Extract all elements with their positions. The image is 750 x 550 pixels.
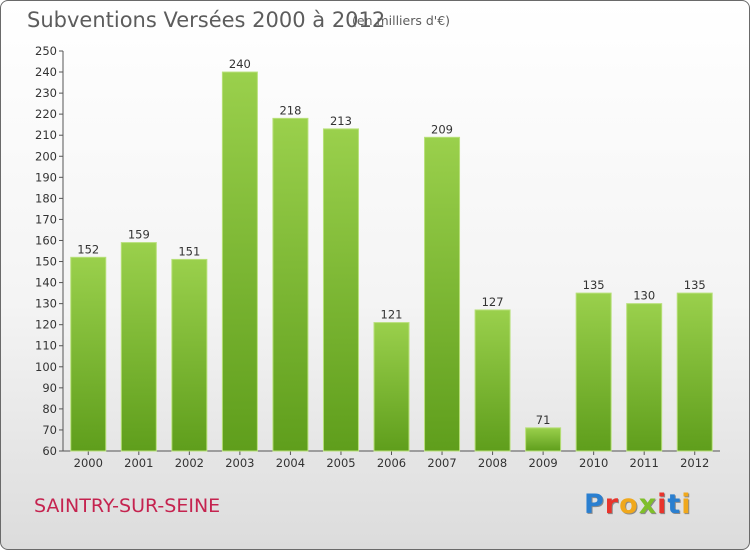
bar-value-label: 127 [482, 295, 504, 309]
bar [474, 309, 511, 452]
bar-value-label: 218 [279, 103, 301, 117]
bar-value-label: 159 [128, 228, 150, 242]
x-tick-label: 2000 [74, 456, 103, 470]
commune-name: SAINTRY-SUR-SEINE [34, 495, 221, 517]
proxiti-logo: Proxiti [584, 489, 692, 520]
bar [120, 242, 157, 452]
x-tick-label: 2002 [175, 456, 204, 470]
y-tick-label: 180 [35, 191, 57, 205]
bar [575, 292, 612, 452]
y-tick-label: 140 [35, 276, 57, 290]
bar [221, 71, 258, 452]
bar-value-label: 152 [77, 242, 99, 256]
bar [525, 427, 562, 452]
bar-value-label: 121 [381, 308, 403, 322]
bar [322, 128, 359, 452]
bar-value-label: 135 [583, 278, 605, 292]
chart-axes: 60 70 80 90 100 110 120 130 140 150 160 170 180 190 20… [35, 44, 720, 458]
logo-letter: P [584, 489, 605, 520]
y-tick-label: 240 [35, 65, 57, 79]
bar-value-label: 151 [178, 244, 200, 258]
y-tick-label: 90 [42, 381, 57, 395]
bar-value-label: 130 [633, 289, 655, 303]
x-tick-label: 2001 [124, 456, 153, 470]
y-tick-label: 70 [42, 423, 57, 437]
x-tick-label: 2008 [478, 456, 507, 470]
bar [70, 256, 107, 452]
y-tick-label: 160 [35, 233, 57, 247]
bar [373, 322, 410, 452]
y-tick-label: 110 [35, 339, 57, 353]
x-tick-label: 2004 [276, 456, 305, 470]
logo-letter: r [604, 489, 620, 520]
x-tick-label: 2003 [225, 456, 254, 470]
logo-letter: i [681, 489, 692, 520]
bar-value-label: 240 [229, 57, 251, 71]
x-tick-label: 2007 [427, 456, 456, 470]
x-tick-label: 2006 [377, 456, 406, 470]
bar [424, 136, 461, 452]
logo-letter: x [638, 489, 658, 520]
logo-letter: i [657, 489, 668, 520]
bar-value-label: 71 [536, 413, 551, 427]
chart-labels: 152 2000 159 2001 151 2002 240 2003 218 2004 213 20… [74, 57, 710, 470]
bar-value-label: 135 [684, 278, 706, 292]
logo-letter: t [667, 489, 682, 520]
bar [171, 258, 208, 452]
chart-bars [70, 71, 713, 452]
y-tick-label: 200 [35, 149, 57, 163]
y-tick-label: 230 [35, 86, 57, 100]
y-tick-label: 190 [35, 170, 57, 184]
y-tick-label: 210 [35, 128, 57, 142]
chart-subtitle: (en milliers d'€) [352, 13, 451, 28]
bar-value-label: 209 [431, 122, 453, 136]
y-tick-label: 130 [35, 297, 57, 311]
y-tick-label: 250 [35, 44, 57, 58]
bar [272, 117, 309, 452]
chart-title: Subventions Versées 2000 à 2012 [27, 8, 386, 32]
y-tick-label: 60 [42, 444, 57, 458]
bar-value-label: 213 [330, 114, 352, 128]
bar [626, 303, 663, 452]
logo-letter: o [619, 489, 639, 520]
bar [676, 292, 713, 452]
x-tick-label: 2009 [528, 456, 557, 470]
y-tick-label: 220 [35, 107, 57, 121]
x-tick-label: 2011 [630, 456, 659, 470]
y-tick-label: 100 [35, 360, 57, 374]
x-tick-label: 2005 [326, 456, 355, 470]
x-tick-label: 2012 [680, 456, 709, 470]
y-tick-label: 80 [42, 402, 57, 416]
y-tick-label: 170 [35, 212, 57, 226]
x-tick-label: 2010 [579, 456, 608, 470]
y-tick-label: 120 [35, 318, 57, 332]
y-tick-label: 150 [35, 255, 57, 269]
